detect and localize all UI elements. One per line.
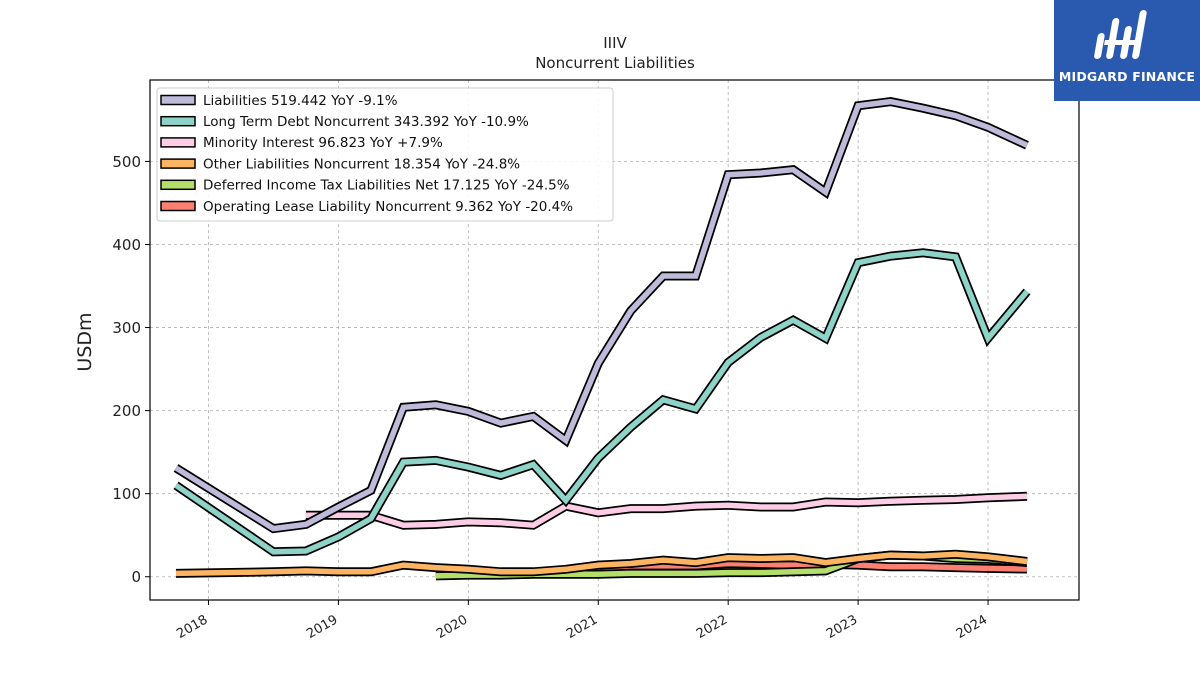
series-outline [173,248,1031,557]
y-tick-label: 0 [131,568,141,586]
x-tick-label: 2021 [564,612,600,642]
y-tick-label: 500 [112,153,141,171]
series-line [174,98,1029,532]
legend: Liabilities 519.442 YoY -9.1% Long Term D… [156,87,614,222]
legend-entry: Other Liabilities Noncurrent 18.354 YoY … [203,156,520,172]
legend-entry: Long Term Debt Noncurrent 343.392 YoY -1… [203,114,529,130]
x-tick-label: 2019 [304,612,340,642]
logo-text: MIDGARD FINANCE [1058,69,1196,84]
chart-title: IIIV [603,34,627,52]
legend-swatch [160,115,196,127]
series-line [305,493,1028,529]
legend-entry: Operating Lease Liability Noncurrent 9.3… [203,199,573,215]
legend-swatch [160,94,196,106]
legend-swatch [160,200,196,212]
legend-swatch [160,137,196,148]
y-tick-label: 100 [112,485,141,503]
series-line [598,560,1028,572]
series-line [175,551,1028,577]
series-lines [173,97,1031,581]
x-tick-label: 2018 [174,612,210,642]
series-operating-lease-liability-noncurrent [597,558,1028,574]
x-tick-label: 2024 [954,612,990,642]
legend-swatch [160,158,196,169]
legend-entry: Liabilities 519.442 YoY -9.1% [203,93,398,109]
x-tick-label: 2020 [434,612,470,642]
plot-frame [149,79,1080,601]
legend-swatch [160,179,196,191]
y-tick-label: 200 [112,402,141,420]
legend-box [156,87,614,222]
y-axis-label: USDm [74,312,96,371]
x-tick-label: 2022 [694,612,730,642]
chart-subtitle: Noncurrent Liabilities [535,54,695,72]
series-line [174,250,1030,555]
y-tick-label: 400 [112,236,141,254]
y-tick-label: 300 [112,319,141,337]
midgard-finance-logo-icon [1094,10,1147,59]
series-liabilities [173,97,1029,534]
series-minority-interest [305,491,1028,530]
legend-entry: Deferred Income Tax Liabilities Net 17.1… [203,178,570,194]
series-long-term-debt-noncurrent [173,248,1031,557]
legend-entry: Minority Interest 96.823 YoY +7.9% [203,135,443,151]
x-tick-label: 2023 [824,612,860,642]
series-other-liabilities-noncurrent [175,549,1028,578]
midgard-finance-logo: MIDGARD FINANCE [1054,0,1200,101]
